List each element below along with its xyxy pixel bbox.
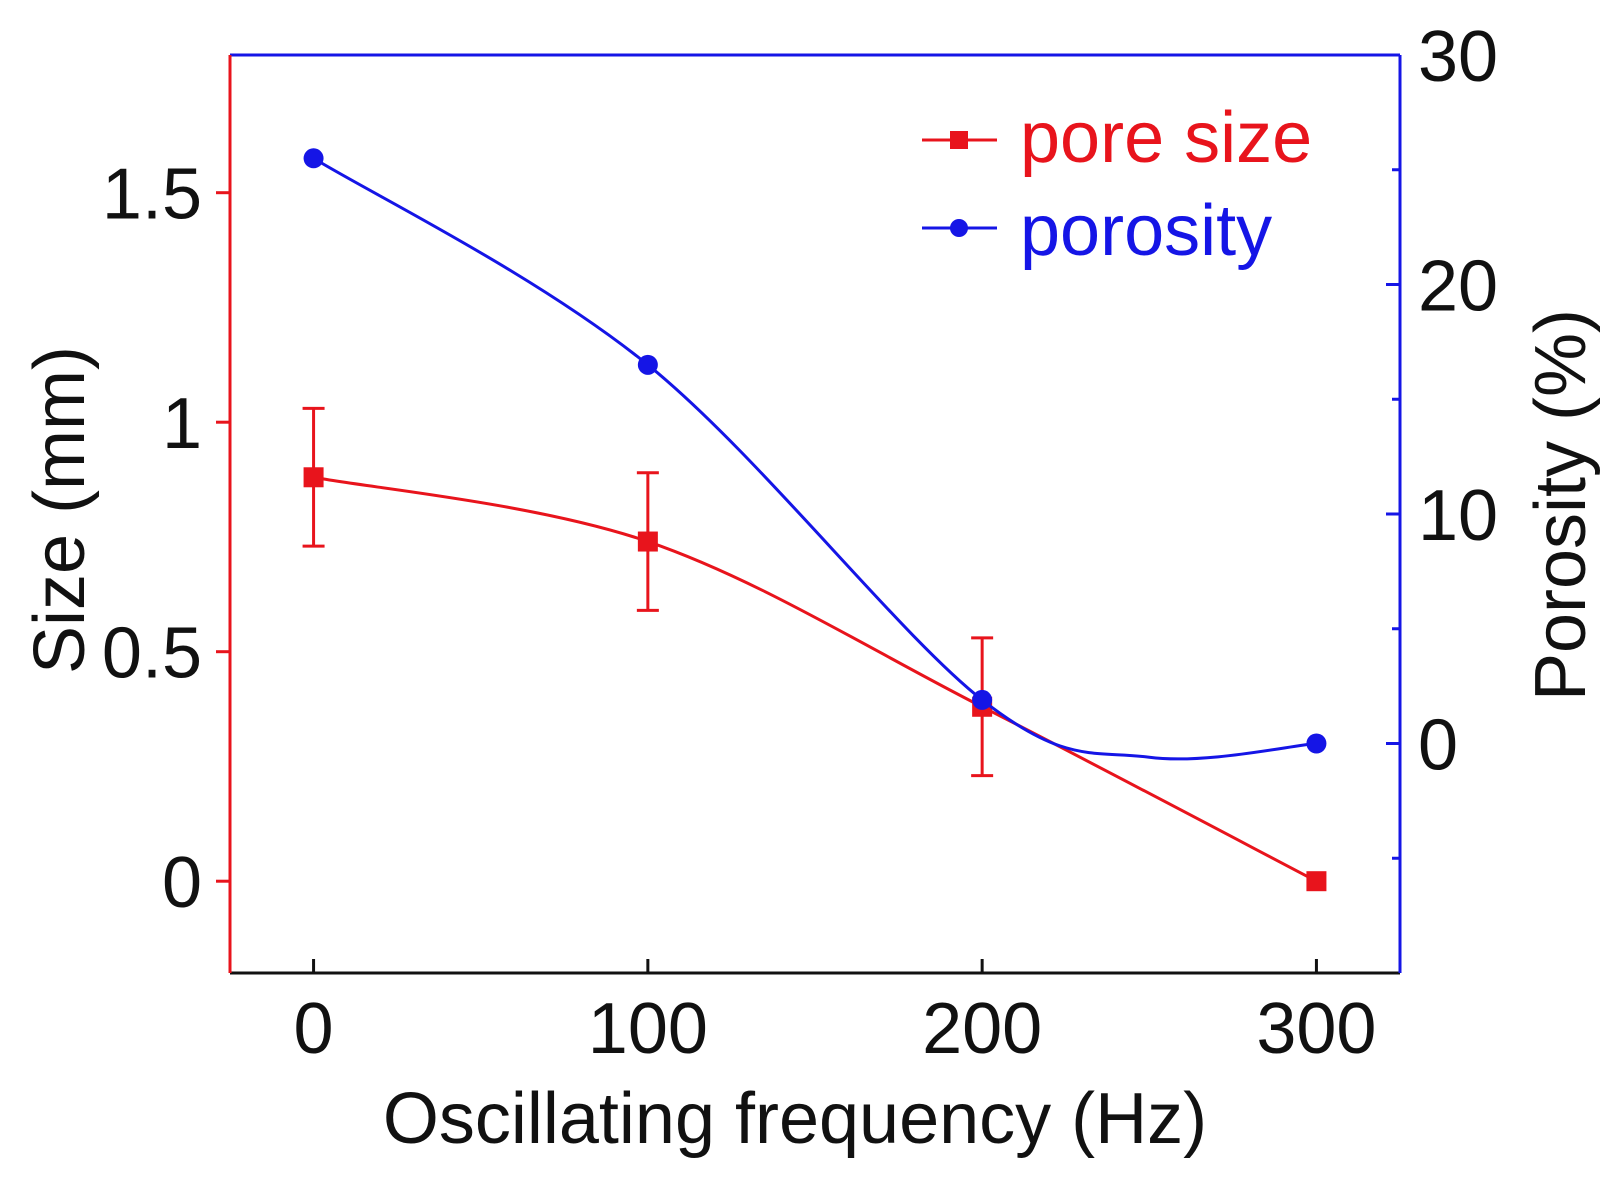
y-left-tick-label: 1.5 bbox=[102, 155, 202, 235]
y-right-tick-label: 10 bbox=[1418, 476, 1498, 556]
data-point-porosity bbox=[972, 689, 993, 710]
y-axis-left-title: Size (mm) bbox=[20, 346, 100, 674]
y-right-tick-label: 30 bbox=[1418, 17, 1498, 97]
y-right-tick-label: 0 bbox=[1418, 706, 1458, 786]
x-tick-label: 300 bbox=[1256, 989, 1376, 1069]
data-point-porosity bbox=[303, 148, 324, 169]
legend-marker-porosity bbox=[950, 219, 968, 237]
x-axis-title: Oscillating frequency (Hz) bbox=[383, 1079, 1207, 1159]
y-axis-right-title: Porosity (%) bbox=[1521, 309, 1601, 701]
data-point-porosity bbox=[1306, 733, 1327, 754]
legend-label-pore-size: pore size bbox=[1020, 98, 1312, 178]
y-right-tick-label: 20 bbox=[1418, 247, 1498, 327]
legend-label-porosity: porosity bbox=[1020, 191, 1272, 271]
x-tick-label: 200 bbox=[922, 989, 1042, 1069]
series-line-porosity bbox=[312, 156, 1317, 761]
x-tick-label: 0 bbox=[294, 989, 334, 1069]
data-point-pore-size bbox=[637, 531, 658, 552]
y-left-tick-label: 1 bbox=[162, 384, 202, 464]
legend: pore size porosity bbox=[922, 98, 1312, 271]
y-left-tick-label: 0 bbox=[162, 843, 202, 923]
x-tick-label: 100 bbox=[588, 989, 708, 1069]
data-point-pore-size bbox=[1306, 871, 1327, 892]
y-left-tick-label: 0.5 bbox=[102, 614, 202, 694]
data-point-pore-size bbox=[303, 467, 324, 488]
data-point-porosity bbox=[637, 354, 658, 375]
series-line-pore-size bbox=[313, 475, 1318, 883]
legend-marker-pore-size bbox=[950, 131, 968, 149]
